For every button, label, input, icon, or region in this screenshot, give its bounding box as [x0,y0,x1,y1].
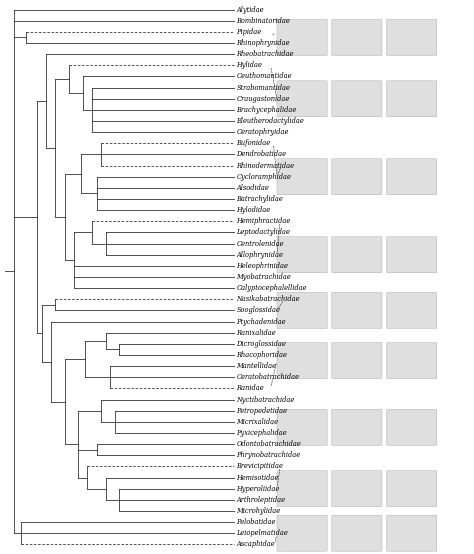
Text: Hyperoliidae: Hyperoliidae [237,485,280,493]
Text: Pelobatidae: Pelobatidae [237,518,276,526]
Text: Sooglossidae: Sooglossidae [237,306,280,315]
Text: Rhacophoridae: Rhacophoridae [237,351,287,359]
FancyBboxPatch shape [332,515,382,551]
Text: Alsodidae: Alsodidae [237,184,269,192]
Text: Bufonidae: Bufonidae [237,139,271,147]
FancyBboxPatch shape [386,342,437,378]
Text: Pyxicephalidae: Pyxicephalidae [237,429,287,437]
Text: Hylodidae: Hylodidae [237,206,271,214]
Text: Ceratobatrachidae: Ceratobatrachidae [237,373,299,381]
FancyBboxPatch shape [277,158,327,195]
Text: Arthroleptidae: Arthroleptidae [237,496,285,504]
FancyBboxPatch shape [332,342,382,378]
FancyBboxPatch shape [277,471,327,507]
FancyBboxPatch shape [386,409,437,445]
Text: Rheobatrachidae: Rheobatrachidae [237,50,294,58]
Text: Odontobatrachidae: Odontobatrachidae [237,440,301,448]
FancyBboxPatch shape [386,515,437,551]
Text: Hemisotidae: Hemisotidae [237,474,279,481]
Text: Mantellidae: Mantellidae [237,362,276,370]
Text: Craugastonidae: Craugastonidae [237,95,290,102]
FancyBboxPatch shape [277,237,327,273]
FancyBboxPatch shape [332,409,382,445]
FancyBboxPatch shape [386,158,437,195]
Text: Ranidae: Ranidae [237,384,264,392]
FancyBboxPatch shape [332,81,382,117]
Text: Phrynobatrachidae: Phrynobatrachidae [237,452,301,459]
Text: Ceuthomantidae: Ceuthomantidae [237,73,292,80]
FancyBboxPatch shape [386,471,437,507]
Text: Batrachylidae: Batrachylidae [237,195,283,203]
Text: Ceratophryidae: Ceratophryidae [237,128,289,136]
FancyBboxPatch shape [332,293,382,329]
FancyBboxPatch shape [277,409,327,445]
Text: Bombinatoridae: Bombinatoridae [237,17,290,25]
Text: Ranixalidae: Ranixalidae [237,329,276,337]
Text: Rhinophrynidae: Rhinophrynidae [237,39,290,47]
Text: Pipidae: Pipidae [237,28,262,36]
FancyBboxPatch shape [277,81,327,117]
Text: Brevicipitidae: Brevicipitidae [237,463,283,470]
Text: Brachycephalidae: Brachycephalidae [237,106,297,114]
FancyBboxPatch shape [386,293,437,329]
FancyBboxPatch shape [332,237,382,273]
FancyBboxPatch shape [386,237,437,273]
Text: Heleophrinidae: Heleophrinidae [237,262,288,270]
Text: Hylidae: Hylidae [237,61,262,69]
FancyBboxPatch shape [277,293,327,329]
Text: Dicroglossidae: Dicroglossidae [237,340,286,348]
FancyBboxPatch shape [277,342,327,378]
Text: Cycloramphidae: Cycloramphidae [237,173,291,181]
FancyBboxPatch shape [277,19,327,55]
FancyBboxPatch shape [277,515,327,551]
FancyBboxPatch shape [332,158,382,195]
Text: Allophrynidae: Allophrynidae [237,251,283,259]
Text: Centrolenidae: Centrolenidae [237,239,284,248]
Text: Microhylidae: Microhylidae [237,507,281,515]
Text: Ptychadenidae: Ptychadenidae [237,317,286,326]
Text: Eleutherodactylidae: Eleutherodactylidae [237,117,304,125]
Text: Nasikabatrachidae: Nasikabatrachidae [237,295,300,303]
Text: Hemiphractidae: Hemiphractidae [237,217,291,225]
FancyBboxPatch shape [386,81,437,117]
Text: Micrixalidae: Micrixalidae [237,418,278,426]
Text: Rhinodermatidae: Rhinodermatidae [237,162,294,170]
FancyBboxPatch shape [332,471,382,507]
Text: Petropedetidae: Petropedetidae [237,407,287,415]
Text: Alytidae: Alytidae [237,6,264,14]
Text: Strabomantidae: Strabomantidae [237,84,290,91]
Text: Dendrobatidae: Dendrobatidae [237,151,286,158]
FancyBboxPatch shape [332,19,382,55]
Text: Calyptocephalellidae: Calyptocephalellidae [237,284,307,292]
Text: Myobatrachidae: Myobatrachidae [237,273,291,281]
Text: Leiopelmatidae: Leiopelmatidae [237,529,288,537]
Text: Nyctibatrachidae: Nyctibatrachidae [237,396,294,403]
Text: Ascaphidae: Ascaphidae [237,540,275,548]
Text: Leptodactylidae: Leptodactylidae [237,228,290,237]
FancyBboxPatch shape [386,19,437,55]
